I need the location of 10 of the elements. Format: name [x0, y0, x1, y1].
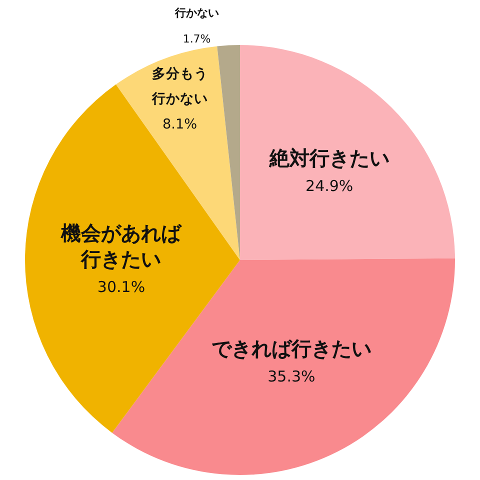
data-label: 30.1% — [97, 278, 146, 296]
slice-label: 機会があれば行きたい — [60, 221, 182, 272]
data-label: 24.9% — [306, 176, 354, 195]
slice-label: できれば行きたい — [211, 336, 372, 361]
data-label: 8.1% — [162, 116, 198, 132]
data-label: 35.3% — [268, 368, 316, 386]
slice-label: 行かない — [174, 6, 219, 20]
slice-label: 絶対行きたい — [268, 146, 390, 170]
data-label: 1.7% — [182, 32, 211, 46]
slice-label: 多分もう行かない — [150, 66, 208, 108]
